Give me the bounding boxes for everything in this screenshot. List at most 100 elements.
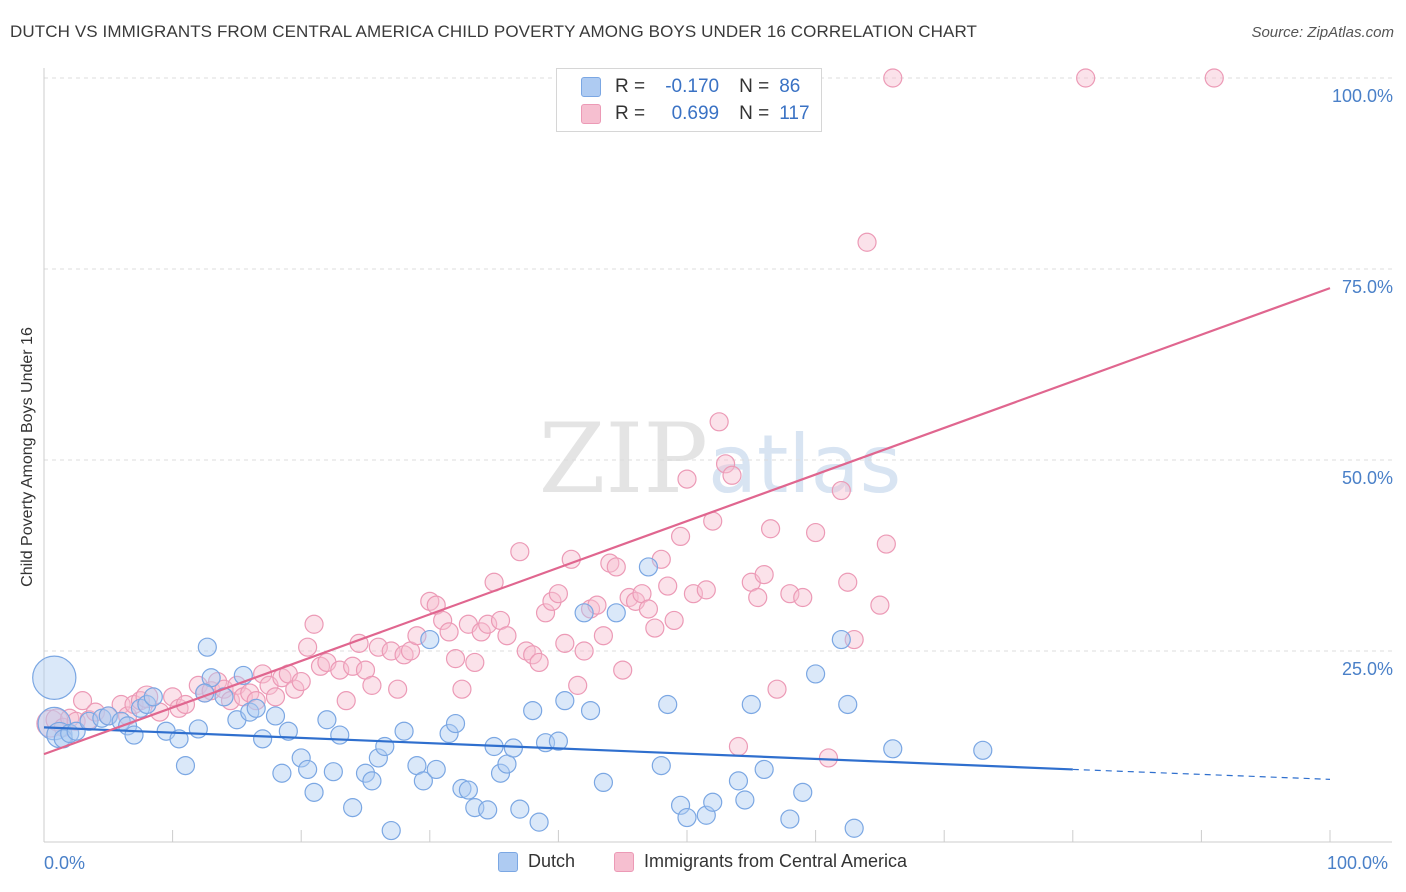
dutch-point	[188, 719, 208, 739]
dutch-point	[638, 557, 659, 577]
dutch-point	[574, 603, 594, 623]
dutch-point	[529, 812, 549, 832]
immigrants-point	[709, 412, 729, 432]
immigrants-point	[805, 522, 826, 543]
dutch-point	[670, 795, 691, 815]
immigrants-point	[304, 614, 324, 634]
dutch-point	[304, 782, 324, 802]
dutch-trend-extension	[1072, 768, 1331, 780]
dutch-point	[137, 694, 157, 715]
immigrants-point	[548, 584, 569, 604]
immigrants-point	[510, 542, 530, 562]
dutch-point	[343, 798, 363, 818]
dutch-point	[677, 807, 697, 828]
dutch-point	[330, 725, 350, 745]
dutch-point	[728, 771, 749, 791]
axes	[43, 68, 1392, 843]
immigrants-point	[664, 610, 684, 631]
immigrants-point	[368, 637, 388, 657]
immigrants-point	[336, 691, 356, 711]
immigrants-point	[715, 454, 736, 474]
dutch-r-label: R =	[615, 76, 646, 97]
immigrants-point	[767, 679, 787, 699]
dutch-point	[805, 664, 826, 684]
dutch-point	[439, 723, 459, 744]
dutch-point	[246, 698, 266, 718]
imm-n-value: 117	[779, 103, 810, 124]
dutch-point	[793, 782, 813, 802]
dutch-point	[838, 694, 858, 715]
immigrants-point	[330, 660, 350, 680]
dutch-point	[368, 748, 388, 768]
y-tick-label: 25.0%	[1341, 659, 1393, 679]
dutch-point	[169, 729, 189, 749]
dutch-point	[355, 763, 376, 783]
dutch-point	[197, 637, 217, 657]
dutch-point	[278, 721, 298, 741]
dutch-point	[298, 759, 318, 780]
dutch-point	[426, 759, 446, 780]
dutch-point	[735, 790, 755, 810]
immigrants-point	[760, 519, 781, 539]
immigrants-point	[298, 637, 318, 657]
dutch-n-label: N =	[739, 76, 770, 97]
immigrants-point	[818, 748, 839, 768]
dutch-point	[973, 740, 993, 760]
immigrants-point	[831, 480, 851, 501]
dutch-point	[831, 629, 851, 650]
immigrants-point	[246, 691, 266, 711]
immigrants-point	[593, 626, 614, 646]
immigrants-point	[793, 587, 813, 608]
immigrants-point	[876, 534, 896, 554]
immigrants-point	[529, 652, 549, 673]
immigrants-point	[175, 694, 196, 715]
immigrants-point	[883, 68, 903, 88]
dutch-point	[420, 629, 440, 650]
stats-box: R = -0.170 N = 86 R = 0.699 N = 117	[556, 68, 822, 132]
immigrants-point	[677, 469, 697, 489]
dutch-point	[478, 800, 498, 820]
immigrants-point	[362, 675, 382, 695]
dutch-point	[66, 721, 86, 741]
dutch-point	[510, 799, 530, 819]
dutch-point	[703, 792, 723, 812]
dutch-point	[253, 729, 273, 749]
dutch-point	[317, 710, 337, 730]
source-label: Source: ZipAtlas.com	[1251, 24, 1394, 41]
legend-dutch-label: Dutch	[528, 851, 576, 871]
immigrants-point	[555, 633, 575, 653]
dutch-point	[658, 694, 678, 715]
immigrants-point	[857, 232, 877, 252]
stats-row-immigrants: R = 0.699 N = 117	[581, 101, 810, 127]
dutch-point	[394, 721, 414, 741]
dutch-r-value: -0.170	[665, 76, 720, 97]
dutch-point	[445, 713, 466, 734]
immigrants-point	[135, 685, 159, 709]
legend-item-dutch[interactable]: Dutch	[498, 851, 575, 872]
dutch-point	[32, 655, 77, 700]
dutch-point	[593, 772, 614, 793]
imm-r-label: R =	[615, 103, 646, 124]
dutch-n-value: 86	[779, 76, 801, 97]
dutch-point	[291, 748, 311, 768]
dutch-point	[497, 754, 517, 774]
immigrants-point	[645, 618, 665, 638]
legend-item-immigrants[interactable]: Immigrants from Central America	[614, 851, 907, 872]
immigrants-point	[683, 584, 704, 604]
chart-title: DUTCH VS IMMIGRANTS FROM CENTRAL AMERICA…	[10, 22, 978, 41]
dutch-point	[844, 818, 864, 838]
immigrants-point	[696, 580, 716, 600]
imm-r-value: 0.699	[671, 103, 720, 124]
dutch-point	[883, 739, 903, 759]
immigrants-point	[452, 679, 472, 699]
immigrants-point	[780, 584, 800, 604]
immigrants-trend-line	[43, 287, 1331, 756]
immigrants-point	[465, 652, 485, 673]
dutch-point	[548, 731, 569, 751]
immigrants-point	[285, 679, 305, 699]
dutch-point	[362, 771, 382, 791]
immigrants-point	[497, 626, 517, 646]
dutch-point	[452, 778, 472, 799]
immigrants-point	[870, 595, 890, 615]
